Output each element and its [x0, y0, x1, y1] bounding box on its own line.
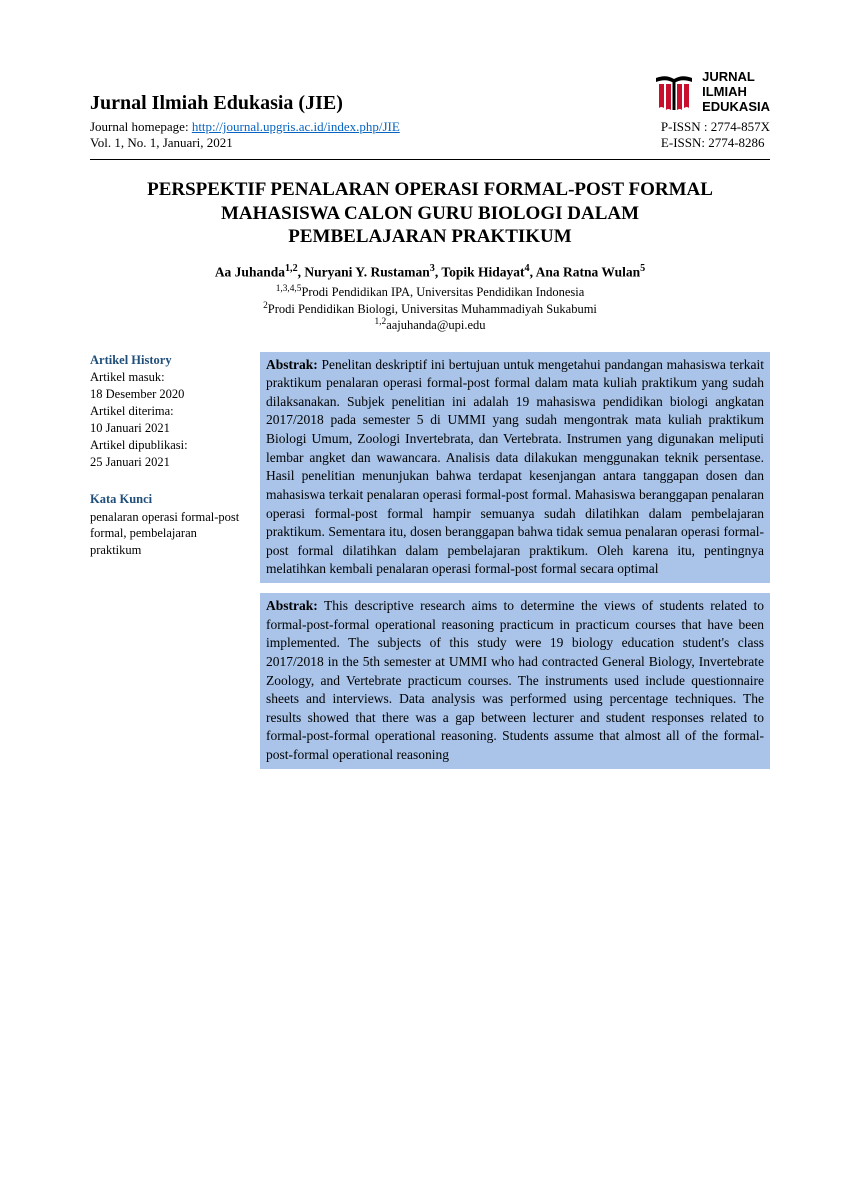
abstract-column: Abstrak: Penelitan deskriptif ini bertuj…: [260, 352, 770, 779]
sub-header: Journal homepage: http://journal.upgris.…: [90, 119, 770, 151]
header-rule: [90, 159, 770, 160]
logo-text-line2: ILMIAH: [702, 85, 770, 100]
logo-text-line3: EDUKASIA: [702, 100, 770, 115]
history-heading: Artikel History: [90, 352, 240, 369]
corresponding-email: 1,2aajuhanda@upi.edu: [90, 317, 770, 333]
body-grid: Artikel History Artikel masuk: 18 Desemb…: [90, 352, 770, 779]
pissn: P-ISSN : 2774-857X: [661, 119, 770, 135]
abstract-english: Abstrak: This descriptive research aims …: [260, 593, 770, 769]
homepage-link[interactable]: http://journal.upgris.ac.id/index.php/JI…: [192, 119, 400, 134]
sub-header-right: P-ISSN : 2774-857X E-ISSN: 2774-8286: [661, 119, 770, 151]
authors: Aa Juhanda1,2, Nuryani Y. Rustaman3, Top…: [90, 263, 770, 281]
abstract-indonesian: Abstrak: Penelitan deskriptif ini bertuj…: [260, 352, 770, 584]
history-lines: Artikel masuk: 18 Desember 2020 Artikel …: [90, 369, 240, 470]
keywords-block: Kata Kunci penalaran operasi formal-post…: [90, 491, 240, 560]
article-history-block: Artikel History Artikel masuk: 18 Desemb…: [90, 352, 240, 471]
journal-name: Jurnal Ilmiah Edukasia (JIE): [90, 92, 343, 115]
logo-text-line1: JURNAL: [702, 70, 770, 85]
volume-line: Vol. 1, No. 1, Januari, 2021: [90, 135, 400, 151]
article-sidebar: Artikel History Artikel masuk: 18 Desemb…: [90, 352, 240, 779]
keywords-text: penalaran operasi formal-post formal, pe…: [90, 509, 240, 560]
book-logo-icon: [652, 70, 696, 114]
logo-text: JURNAL ILMIAH EDUKASIA: [702, 70, 770, 115]
journal-logo: JURNAL ILMIAH EDUKASIA: [652, 70, 770, 115]
journal-header: Jurnal Ilmiah Edukasia (JIE) JURNAL ILMI…: [90, 70, 770, 115]
sub-header-left: Journal homepage: http://journal.upgris.…: [90, 119, 400, 151]
article-title: PERSPEKTIF PENALARAN OPERASI FORMAL-POST…: [140, 178, 720, 249]
affiliation-2: 2Prodi Pendidikan Biologi, Universitas M…: [90, 300, 770, 317]
homepage-label: Journal homepage:: [90, 119, 192, 134]
eissn: E-ISSN: 2774-8286: [661, 135, 770, 151]
affiliation-1: 1,3,4,5Prodi Pendidikan IPA, Universitas…: [90, 283, 770, 300]
keywords-heading: Kata Kunci: [90, 491, 240, 508]
